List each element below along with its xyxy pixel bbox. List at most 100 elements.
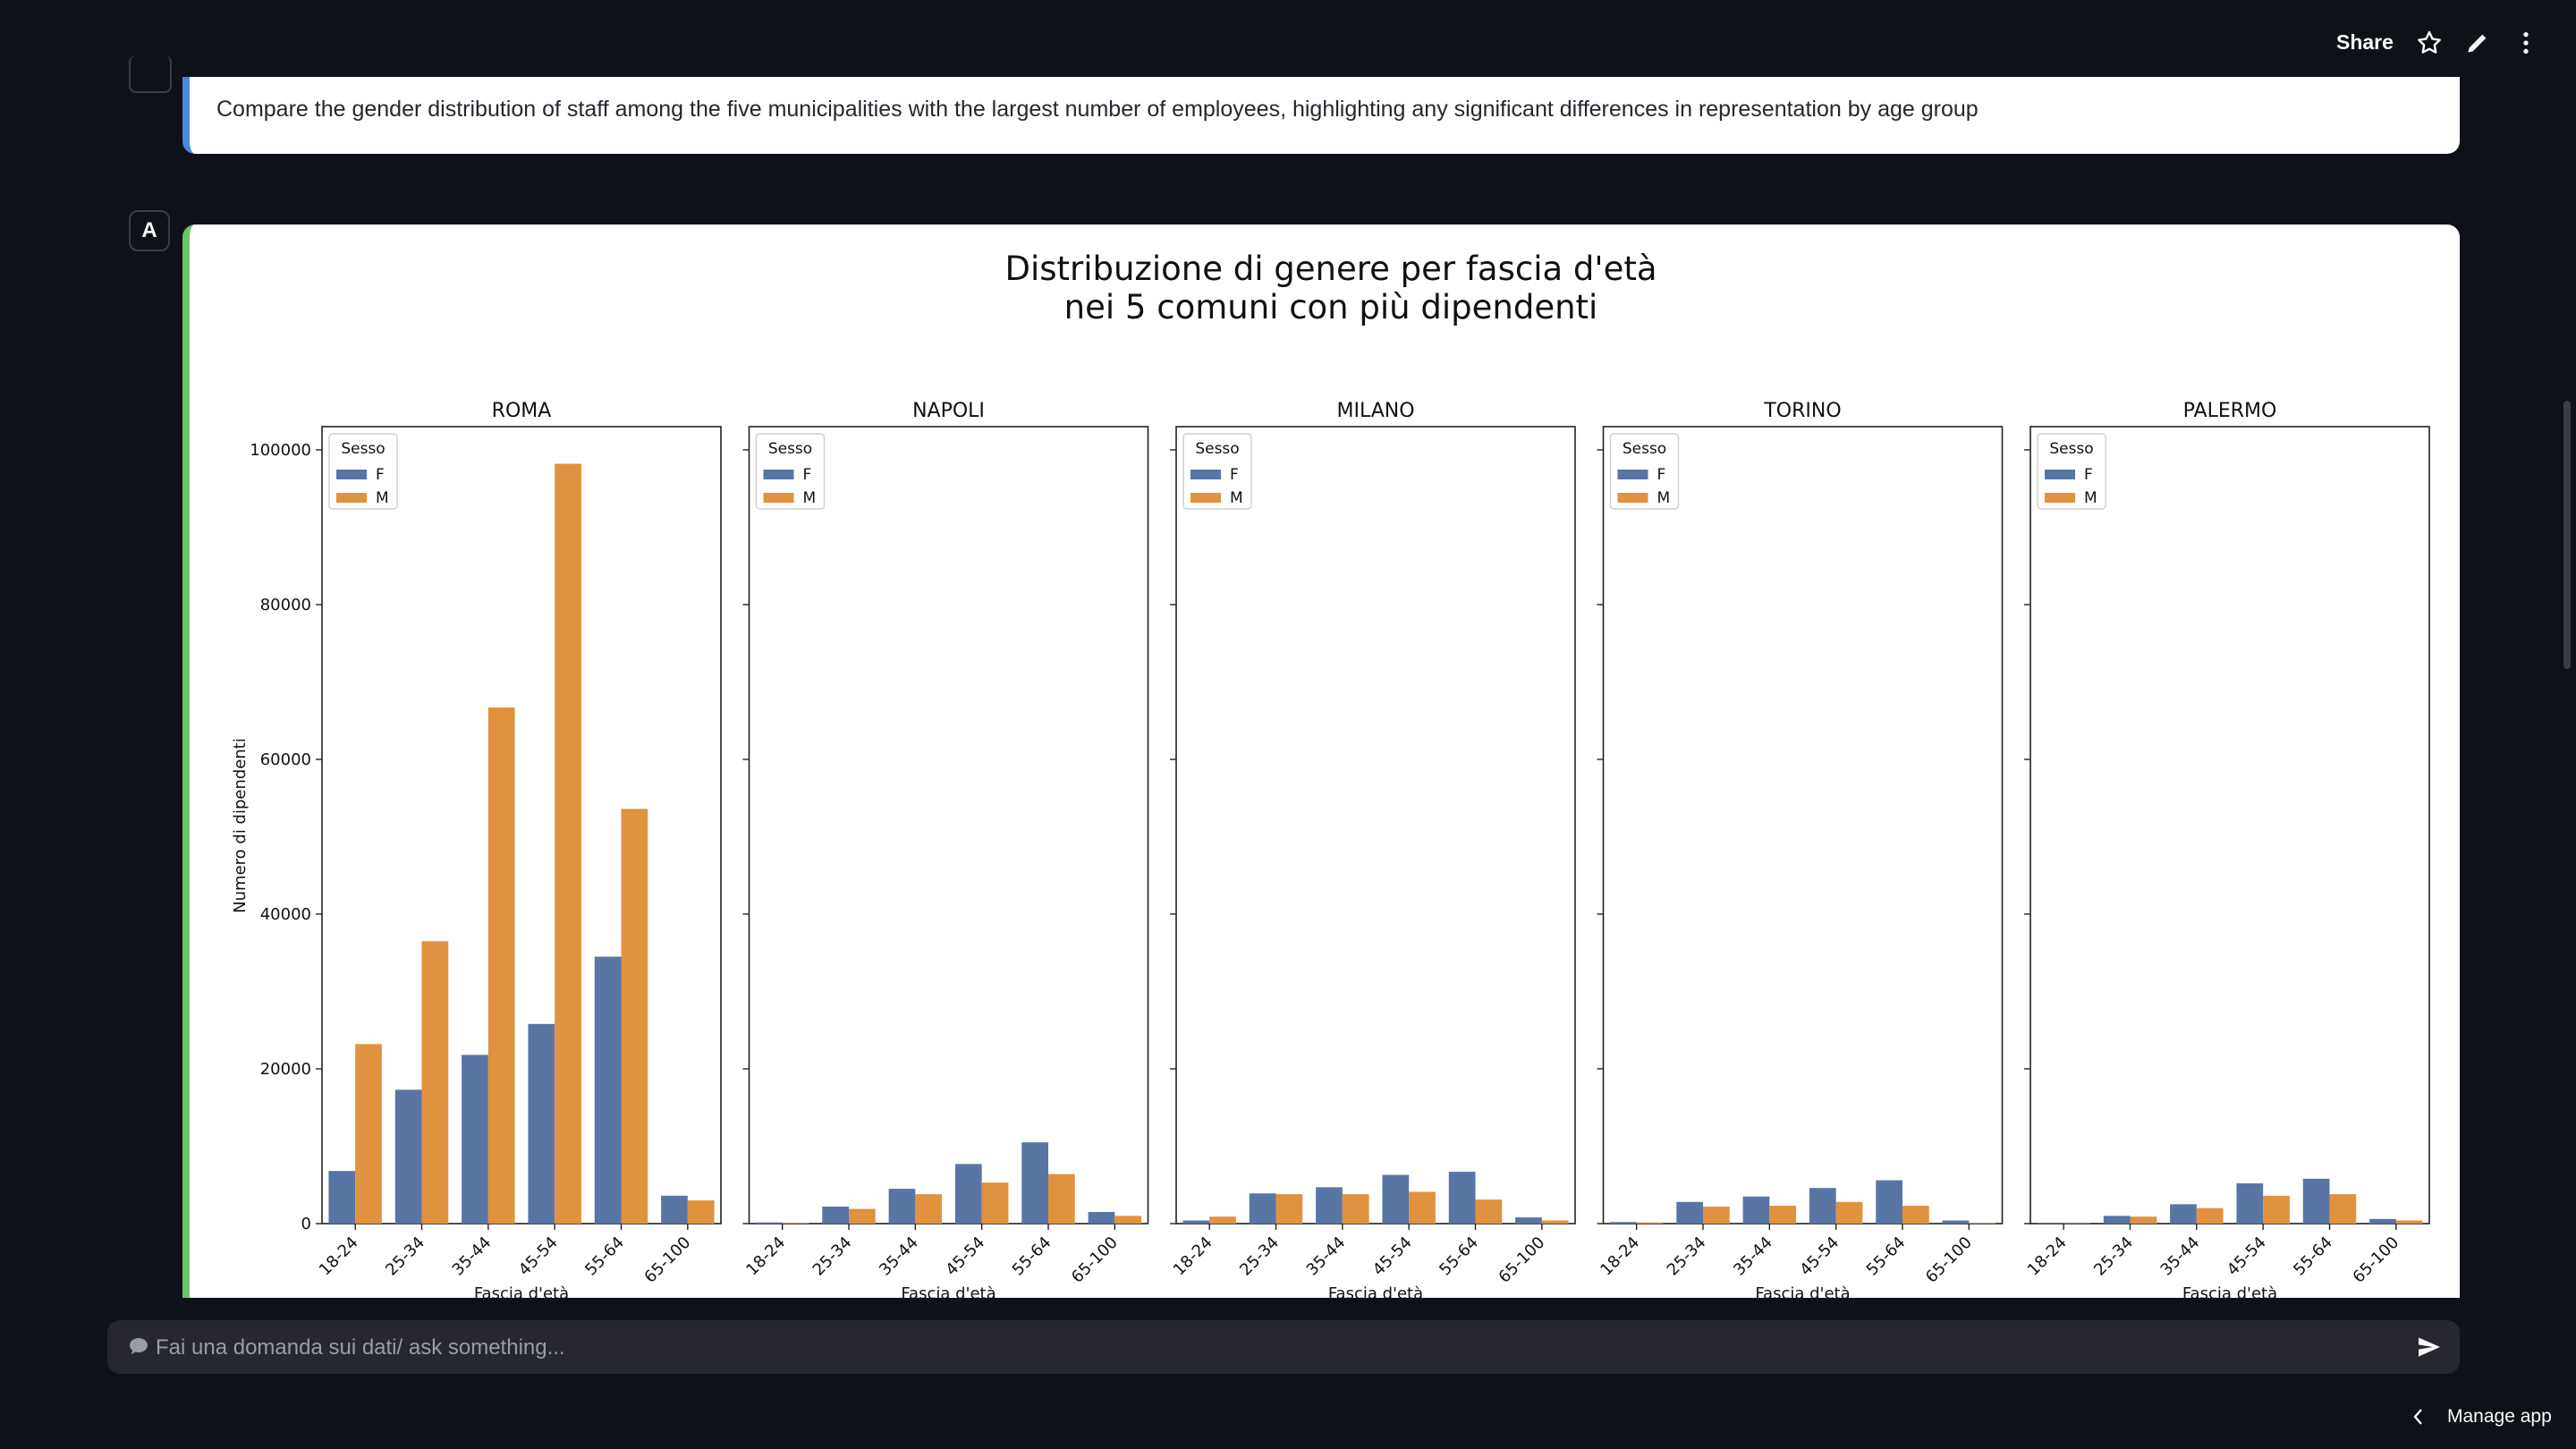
user-message: Compare the gender distribution of staff… [182,77,2460,154]
legend-title: Sesso [1195,440,1239,458]
bar-torino-F-35-44 [1742,1196,1770,1224]
x-axis-label: Fascia d'età [2182,1284,2277,1298]
x-tick-label: 18-24 [1597,1233,1643,1280]
app-header: Share [0,0,2576,86]
chat-input-bar [107,1320,2460,1376]
x-tick-label: 65-100 [1495,1233,1548,1287]
y-tick-label: 100000 [250,441,311,460]
panel-title-milano: MILANO [1336,400,1414,422]
x-tick-label: 25-34 [809,1233,856,1280]
legend-swatch-M [2045,493,2075,503]
bar-napoli-F-35-44 [888,1189,916,1224]
x-axis-label: Fascia d'età [1328,1284,1423,1298]
x-axis-label: Fascia d'età [1755,1284,1850,1298]
share-button[interactable]: Share [2336,30,2394,54]
x-tick-label: 65-100 [1068,1233,1122,1287]
x-tick-label: 35-44 [449,1233,496,1280]
x-tick-label: 18-24 [742,1233,789,1280]
legend-title: Sesso [768,440,812,458]
x-tick-label: 25-34 [1664,1233,1710,1280]
x-tick-label: 65-100 [2349,1233,2402,1287]
y-tick-label: 0 [301,1215,311,1233]
bar-milano-M-18-24 [1209,1216,1236,1224]
edit-pencil-icon[interactable] [2463,29,2492,57]
x-tick-label: 45-54 [2224,1233,2270,1280]
panel-frame-roma [321,426,722,1224]
bar-palermo-M-55-64 [2329,1194,2357,1224]
bar-palermo-M-65-100 [2395,1220,2423,1224]
bar-torino-M-25-34 [1703,1206,1730,1224]
bar-milano-F-18-24 [1182,1220,1210,1224]
bar-milano-F-35-44 [1316,1187,1343,1224]
panel-frame-torino [1602,426,2004,1224]
chart-title-line2: nei 5 comuni con più dipendenti [1064,288,1598,326]
bar-roma-M-35-44 [487,708,515,1224]
legend-label-M: M [1230,489,1243,507]
more-menu-icon[interactable] [2512,29,2540,57]
x-tick-label: 35-44 [1303,1233,1350,1280]
scrollbar-thumb[interactable] [2563,401,2571,669]
bar-palermo-F-35-44 [2170,1204,2197,1224]
manage-app-button[interactable]: Manage app [2447,1406,2552,1427]
bar-napoli-F-18-24 [755,1222,783,1224]
bar-torino-F-65-100 [1942,1220,1970,1224]
bar-roma-M-18-24 [355,1044,382,1224]
legend-swatch-M [1617,493,1648,503]
legend-title: Sesso [341,440,385,458]
panel-title-napoli: NAPOLI [912,400,985,422]
x-tick-label: 45-54 [1369,1233,1416,1280]
x-tick-label: 18-24 [316,1233,362,1280]
legend-label-M: M [803,489,817,507]
bar-chart: Distribuzione di genere per fascia d'età… [231,250,2430,1298]
legend-swatch-F [1617,470,1648,479]
x-tick-label: 25-34 [2090,1233,2137,1280]
legend-swatch-F [336,470,367,479]
legend-label-M: M [2084,489,2097,507]
bar-milano-F-65-100 [1515,1217,1542,1224]
x-tick-label: 55-64 [2290,1233,2336,1280]
x-tick-label: 55-64 [1436,1233,1482,1280]
bar-torino-M-18-24 [1636,1222,1664,1224]
legend-swatch-F [1191,470,1221,479]
x-tick-label: 65-100 [1922,1233,1976,1287]
bar-milano-M-45-54 [1409,1191,1436,1224]
bar-napoli-F-65-100 [1088,1212,1115,1224]
bar-roma-F-45-54 [528,1023,555,1224]
x-tick-label: 35-44 [2157,1233,2204,1280]
bar-napoli-M-25-34 [849,1208,876,1224]
legend-label-F: F [1657,466,1666,484]
bar-torino-F-55-64 [1876,1180,1902,1224]
bar-torino-F-25-34 [1676,1201,1703,1224]
bar-milano-F-55-64 [1448,1172,1476,1224]
bar-palermo-F-65-100 [2369,1218,2396,1224]
bar-roma-M-65-100 [687,1200,715,1224]
send-icon[interactable] [2415,1333,2444,1361]
x-tick-label: 65-100 [640,1233,694,1287]
bar-napoli-M-55-64 [1048,1174,1075,1224]
bar-roma-F-35-44 [462,1055,488,1224]
panel-title-roma: ROMA [492,400,552,422]
chevron-left-icon[interactable] [2411,1407,2426,1427]
x-axis-label: Fascia d'età [901,1284,996,1298]
y-axis-label: Numero di dipendenti [231,738,250,913]
panel-frame-napoli [748,426,1149,1224]
x-tick-label: 45-54 [1796,1233,1843,1280]
chat-input[interactable] [154,1320,2394,1376]
x-axis-label: Fascia d'età [474,1284,569,1298]
y-tick-label: 20000 [260,1060,311,1079]
x-tick-label: 25-34 [1236,1233,1283,1280]
bar-roma-M-55-64 [621,809,648,1224]
legend-label-F: F [376,466,385,484]
panel-frame-milano [1175,426,1576,1224]
bar-roma-F-25-34 [394,1089,422,1224]
star-icon[interactable] [2415,29,2444,57]
x-tick-label: 35-44 [876,1233,922,1280]
bar-napoli-M-65-100 [1114,1216,1142,1224]
bar-palermo-F-45-54 [2236,1183,2264,1224]
chart-title: Distribuzione di genere per fascia d'età [1004,250,1657,288]
bar-roma-F-55-64 [594,956,622,1224]
speech-bubble-icon [130,1338,148,1354]
panel-title-palermo: PALERMO [2183,400,2277,422]
legend-swatch-M [1191,493,1221,503]
user-message-text: Compare the gender distribution of staff… [216,97,1979,122]
